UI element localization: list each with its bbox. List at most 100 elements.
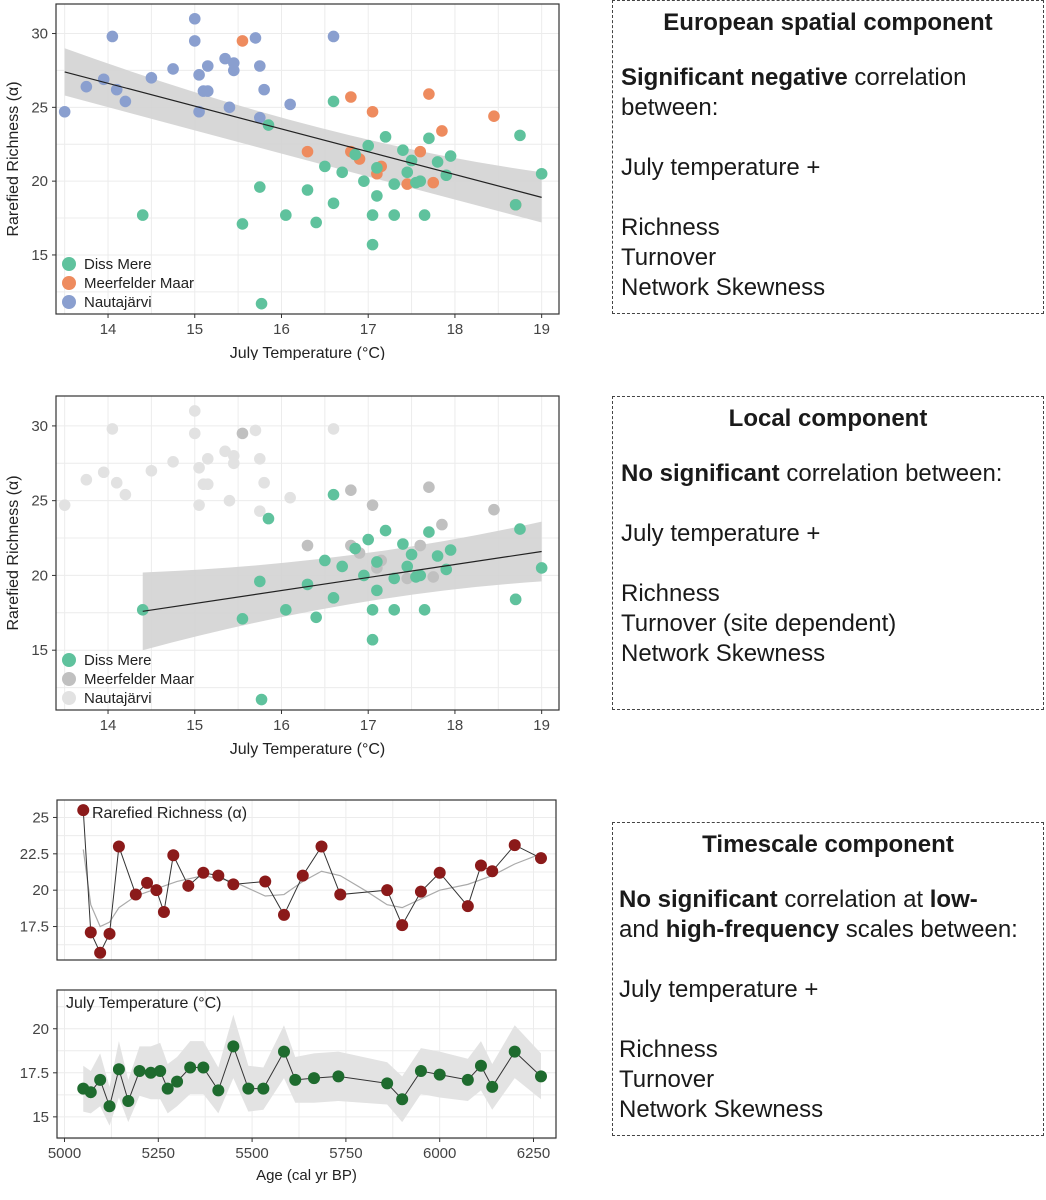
data-point-meerfelder-maar [436,125,448,137]
legend-label: Nautajärvi [84,690,152,707]
data-point-diss-mere [301,578,314,591]
data-point [154,1065,167,1078]
data-point [227,878,240,891]
data-point-nautaj-rvi [119,488,132,501]
data-point [381,884,394,897]
data-point-diss-mere [280,604,292,616]
data-point-diss-mere [362,533,375,546]
european-between: between: [621,94,719,121]
data-point-nautaj-rvi [201,478,214,491]
data-point-diss-mere [358,569,370,582]
trend-line [142,550,542,612]
x-tick-label: 15 [186,717,203,734]
data-point [534,852,547,865]
data-point-nautaj-rvi [188,405,201,417]
timescale-scales-rest: scales between: [839,916,1018,943]
local-sig-bold: No significant [621,460,780,487]
data-point [414,1065,427,1078]
data-point-nautaj-rvi [254,111,266,124]
y-axis-label: Rarefied Richness (α) [5,475,22,630]
data-point [227,1040,240,1053]
data-point-meerfelder-maar [301,145,314,158]
x-tick-label: 15 [186,321,203,338]
x-tick-label: 18 [447,717,464,734]
data-point-diss-mere [371,556,383,568]
data-point-diss-mere [349,148,361,161]
data-point-nautaj-rvi [193,499,205,511]
data-point [112,840,125,853]
data-point-diss-mere [327,488,340,501]
data-point-diss-mere [255,693,268,706]
data-point-nautaj-rvi [119,95,132,108]
data-point-diss-mere [362,139,375,152]
confidence-band [142,521,542,651]
data-point [212,869,225,882]
data-point-nautaj-rvi [188,427,201,440]
plot-frame [55,3,560,315]
y-tick-label: 15 [31,642,48,659]
data-point-meerfelder-maar [414,145,427,158]
data-point-meerfelder-maar [427,176,440,189]
european-item: Richness [621,214,720,241]
data-point-meerfelder-maar [423,88,435,100]
data-point [94,1073,107,1086]
data-point-diss-mere [371,584,383,597]
local-variable: July temperature + [621,520,821,547]
data-point-diss-mere [431,156,444,168]
data-point-meerfelder-maar [301,539,314,552]
local-panel-title: Local component [728,405,928,432]
data-point-nautaj-rvi [201,60,214,72]
data-point-diss-mere [414,175,427,187]
data-point [212,1084,225,1097]
data-point-diss-mere [535,562,548,574]
data-point-diss-mere [349,542,361,555]
x-tick-label: 14 [100,321,117,338]
data-point-nautaj-rvi [193,461,205,474]
x-tick-label: 17 [360,321,377,338]
y-tick-label: 22.5 [20,846,49,863]
legend-label: Diss Mere [84,256,152,273]
data-point-nautaj-rvi [145,464,158,477]
data-point-nautaj-rvi [188,12,201,25]
data-point-nautaj-rvi [193,105,205,118]
timescale-high-bold: high-frequency [665,916,840,943]
data-point [77,804,90,817]
local-item: Network Skewness [621,640,826,667]
data-point [289,1073,302,1086]
data-point-diss-mere [431,550,444,562]
chart-title: Rarefied Richness (α) [92,805,247,822]
data-point-nautaj-rvi [80,473,93,486]
local-item: Richness [621,580,720,607]
data-point [242,1082,255,1095]
data-point-diss-mere [509,593,522,606]
data-point [112,1063,125,1076]
y-tick-label: 15 [32,1109,49,1126]
timescale-and: and [619,916,666,943]
legend-swatch [62,672,76,686]
legend-swatch [62,257,76,271]
data-point-meerfelder-maar [236,427,249,440]
european-variable: July temperature + [621,154,821,181]
timescale-sig-bold: No significant [619,886,778,913]
y-tick-label: 20 [31,567,48,584]
data-point [167,849,180,862]
local-component-panel: Local component No significant correlati… [612,396,1044,710]
local-scatter-chart: 14 15 16 17 18 19 15 20 25 30 July Temperature (°C… [5,395,560,758]
x-tick-label: 17 [360,717,377,734]
data-point-diss-mere [401,166,414,179]
data-point [161,1082,174,1095]
data-point-diss-mere [379,131,392,143]
data-point [103,1100,116,1113]
data-point-nautaj-rvi [97,73,110,86]
data-point-nautaj-rvi [284,98,296,111]
european-significance-line: Significant negative correlation [621,63,1035,93]
data-point-diss-mere [319,160,331,173]
data-point [84,926,97,939]
data-point-meerfelder-maar [401,178,414,190]
data-point-nautaj-rvi [258,83,270,96]
data-point [433,866,446,879]
y-tick-label: 25 [31,493,48,510]
x-tick-label: 5250 [142,1145,175,1162]
data-point-meerfelder-maar [488,110,500,122]
data-point-diss-mere [509,198,522,211]
